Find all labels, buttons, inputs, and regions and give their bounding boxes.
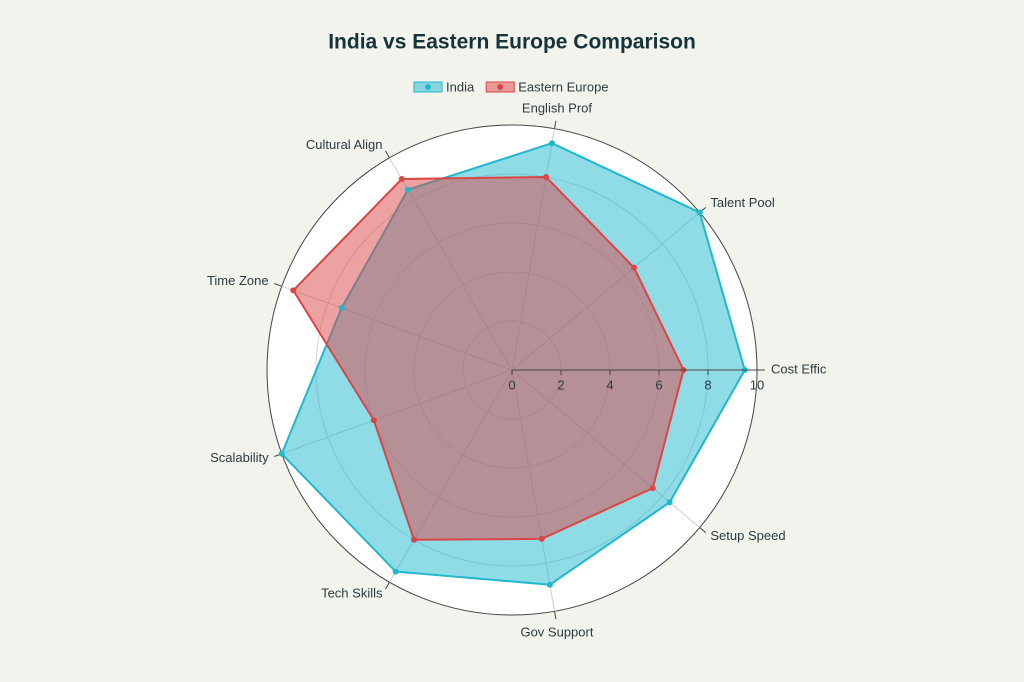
- data-point: [696, 209, 703, 216]
- data-point: [666, 499, 673, 506]
- category-label: Tech Skills: [321, 586, 383, 601]
- data-point: [338, 304, 345, 311]
- radial-tick-label: 2: [557, 377, 564, 392]
- spoke-tick: [385, 581, 390, 590]
- series: [292, 175, 685, 541]
- data-point: [392, 568, 399, 575]
- legend-label: Eastern Europe: [518, 79, 608, 94]
- data-point: [543, 173, 550, 180]
- spoke-tick: [699, 527, 707, 534]
- legend: India Eastern Europe: [413, 79, 609, 94]
- category-label: Gov Support: [520, 625, 593, 640]
- data-point: [546, 581, 553, 588]
- data-point: [548, 140, 555, 147]
- legend-marker: [425, 84, 431, 90]
- data-point: [630, 264, 637, 271]
- data-point: [290, 287, 297, 294]
- data-point: [404, 186, 411, 193]
- data-point: [649, 485, 656, 492]
- data-point: [278, 450, 285, 457]
- data-point: [538, 535, 545, 542]
- category-label: Cultural Align: [306, 137, 383, 152]
- category-label: Cost Effic: [771, 361, 827, 376]
- category-label: English Prof: [522, 100, 592, 115]
- category-label: Talent Pool: [710, 195, 774, 210]
- series-area: [292, 175, 685, 541]
- radial-tick-label: 10: [750, 377, 764, 392]
- category-label: Setup Speed: [710, 528, 785, 543]
- data-point: [411, 536, 417, 543]
- radial-tick-label: 8: [704, 377, 711, 392]
- radial-tick-label: 0: [508, 377, 515, 392]
- radial-tick-label: 4: [606, 377, 613, 392]
- legend-label: India: [446, 79, 475, 94]
- data-point: [398, 176, 405, 183]
- data-point: [370, 417, 377, 424]
- category-label: Time Zone: [207, 273, 269, 288]
- spoke-tick: [554, 611, 557, 620]
- spoke-tick: [274, 282, 282, 287]
- spoke-tick: [554, 120, 557, 129]
- chart-title: India vs Eastern Europe Comparison: [328, 31, 696, 54]
- category-label: Scalability: [210, 450, 269, 465]
- radial-tick-label: 6: [655, 377, 662, 392]
- spoke-tick: [385, 150, 390, 159]
- legend-marker: [497, 84, 504, 90]
